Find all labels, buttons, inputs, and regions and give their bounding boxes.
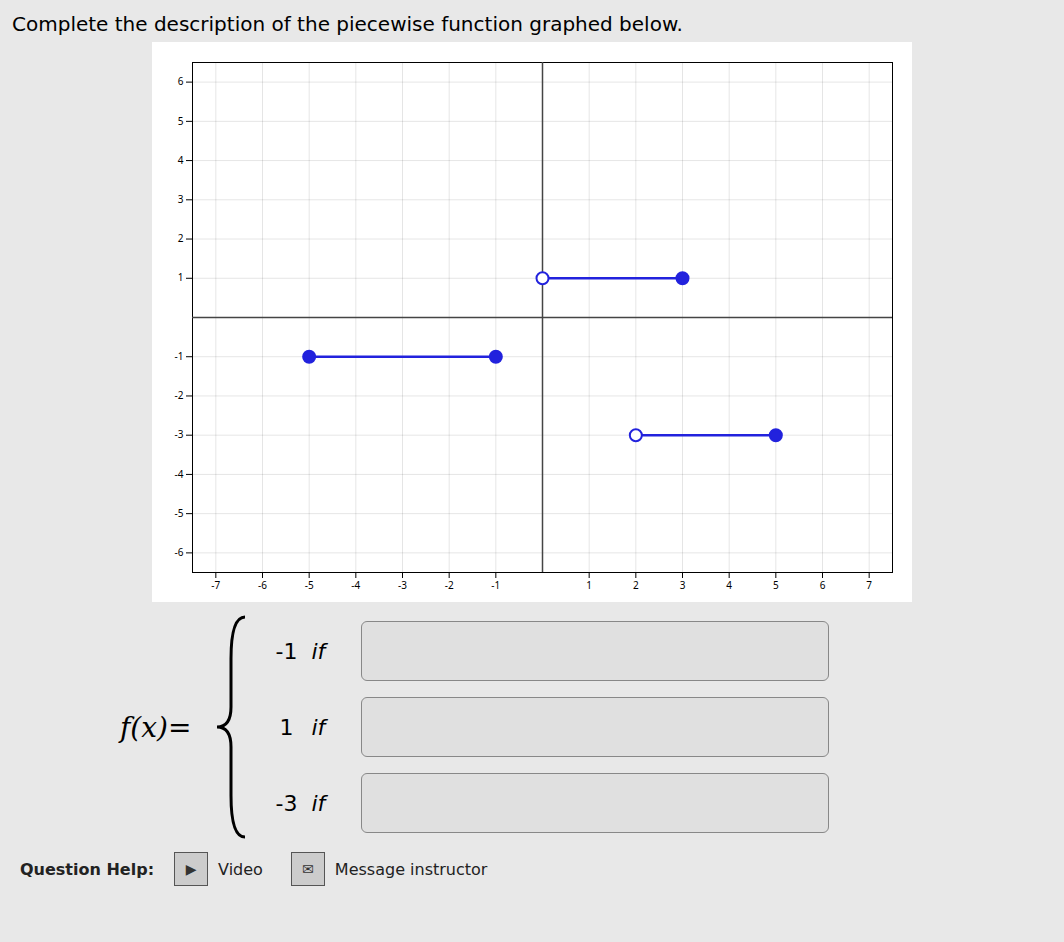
svg-text:-1: -1 (491, 578, 500, 592)
svg-text:-4: -4 (175, 467, 184, 481)
svg-text:4: 4 (726, 578, 732, 592)
svg-text:3: 3 (680, 578, 686, 592)
svg-text:5: 5 (178, 114, 184, 128)
svg-text:-3: -3 (175, 427, 184, 441)
svg-text:-4: -4 (351, 578, 360, 592)
html-text:if: if (311, 714, 326, 740)
svg-text:3: 3 (178, 192, 184, 206)
html-text:Complete the description of th: Complete the description of the piecewis… (12, 12, 683, 36)
html-text:1: 1 (279, 714, 294, 740)
html-text:Message instructor: Message instructor (334, 859, 488, 879)
svg-text:-2: -2 (175, 388, 184, 402)
svg-text:-7: -7 (211, 578, 220, 592)
svg-text:7: 7 (866, 578, 872, 592)
svg-text:6: 6 (820, 578, 826, 592)
svg-text:2: 2 (633, 578, 639, 592)
html-text:-3: -3 (275, 790, 298, 816)
svg-text:1: 1 (178, 270, 184, 284)
svg-text:-5: -5 (175, 506, 184, 520)
svg-text:-5: -5 (305, 578, 314, 592)
svg-text:-2: -2 (445, 578, 454, 592)
html-text:Video: Video (218, 859, 263, 879)
svg-text:-1: -1 (175, 349, 184, 363)
html-text:f(x)=: f(x)= (120, 710, 192, 744)
svg-text:4: 4 (178, 153, 184, 167)
svg-text:-6: -6 (258, 578, 267, 592)
html-text:if: if (311, 790, 326, 816)
html-text:Question Help:: Question Help: (20, 859, 154, 879)
svg-text:-6: -6 (175, 545, 184, 559)
svg-text:2: 2 (178, 231, 184, 245)
html-text:-1: -1 (275, 638, 298, 664)
svg-text:-3: -3 (398, 578, 407, 592)
svg-text:1: 1 (586, 578, 592, 592)
svg-text:6: 6 (178, 74, 184, 88)
svg-text:5: 5 (773, 578, 779, 592)
html-text:if: if (311, 638, 326, 664)
